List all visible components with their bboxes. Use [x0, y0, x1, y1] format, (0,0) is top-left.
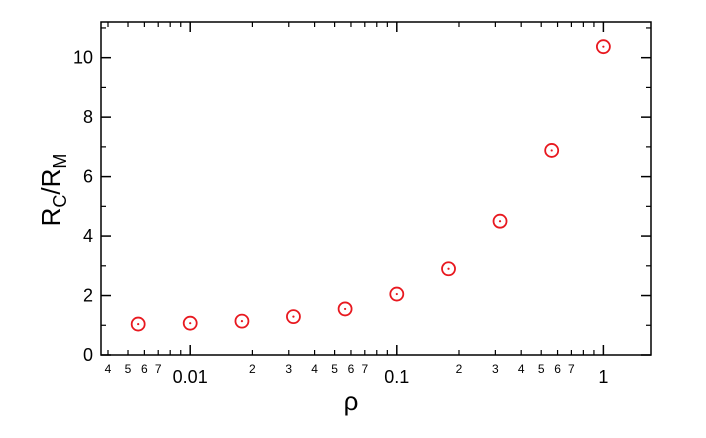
data-point-center — [498, 220, 502, 223]
data-point-center — [602, 45, 605, 48]
x-major-tick-label: 0.1 — [384, 367, 409, 387]
data-point-center — [550, 149, 553, 152]
data-point — [286, 309, 301, 325]
data-point — [544, 143, 560, 158]
x-minor-tick-label: 4 — [311, 362, 318, 376]
x-minor-tick-label: 7 — [361, 362, 368, 376]
axis-ticks — [101, 22, 651, 356]
y-axis-label-sub1: C — [50, 195, 70, 208]
data-point — [492, 213, 508, 229]
x-minor-tick-label: 5 — [538, 362, 545, 376]
x-minor-tick-label: 3 — [492, 362, 499, 376]
data-points — [130, 39, 611, 332]
x-minor-tick-label: 2 — [249, 362, 256, 376]
y-tick-label: 4 — [83, 226, 93, 246]
x-minor-tick-label: 5 — [331, 362, 338, 376]
data-point-center — [447, 267, 450, 270]
data-point-center — [395, 292, 398, 296]
data-point — [337, 301, 353, 317]
x-minor-tick-label: 7 — [155, 362, 162, 376]
x-minor-tick-label: 3 — [285, 362, 292, 376]
data-point — [182, 315, 198, 331]
y-tick-label: 0 — [83, 345, 93, 365]
y-axis-label-sep: /R — [36, 169, 66, 195]
x-minor-tick-label: 6 — [554, 362, 561, 376]
data-point-center — [292, 315, 295, 318]
x-minor-tick-label: 4 — [105, 362, 112, 376]
data-point-center — [137, 322, 140, 326]
data-point-center — [240, 320, 244, 323]
y-tick-label: 8 — [83, 107, 93, 127]
y-axis-label-sub2: M — [50, 154, 70, 169]
x-minor-tick-label: 4 — [518, 362, 525, 376]
data-point — [595, 39, 611, 55]
y-tick-label: 2 — [83, 286, 93, 306]
x-major-tick-label: 1 — [598, 367, 608, 387]
x-minor-tick-label: 7 — [568, 362, 575, 376]
x-minor-tick-label: 6 — [141, 362, 148, 376]
plot-frame — [100, 21, 652, 356]
data-point — [389, 286, 405, 302]
x-axis-label: ρ — [344, 386, 359, 416]
x-major-tick-label: 0.01 — [173, 367, 208, 387]
data-point — [234, 313, 250, 329]
x-minor-tick-label: 2 — [456, 362, 463, 376]
data-point — [441, 261, 456, 277]
data-point — [130, 316, 146, 332]
data-point-center — [189, 322, 192, 325]
x-minor-tick-label: 5 — [125, 362, 132, 376]
y-axis-label-main: R — [36, 208, 66, 227]
y-tick-label: 10 — [73, 48, 93, 68]
data-point-center — [343, 307, 347, 311]
y-axis-label: RC/RM — [36, 154, 70, 227]
y-tick-label: 6 — [83, 167, 93, 187]
x-minor-tick-label: 6 — [348, 362, 355, 376]
